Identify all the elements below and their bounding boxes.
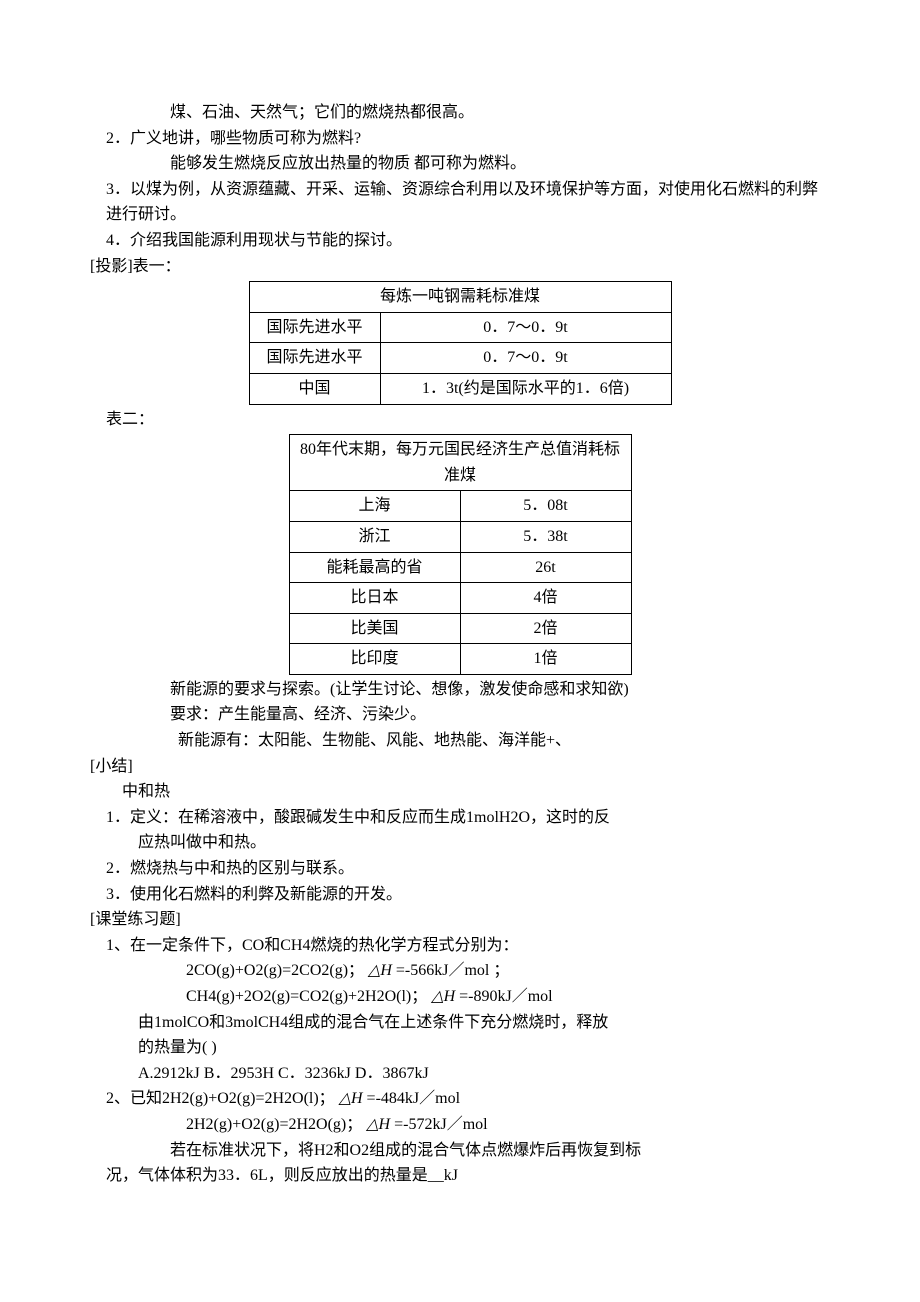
intro-q2: 2．广义地讲，哪些物质可称为燃料? [106,126,830,152]
summary-title: 中和热 [122,779,830,805]
table2-r3c0: 比日本 [289,583,460,614]
intro-line1: 煤、石油、天然气；它们的燃烧热都很高。 [170,100,830,126]
table2-r1c0: 浙江 [289,521,460,552]
intro-q3: 3．以煤为例，从资源蕴藏、开采、运输、资源综合利用以及环境保护等方面，对使用化石… [106,177,830,228]
ex2-body2: 况，气体体积为33．6L，则反应放出的热量是__kJ [106,1163,830,1189]
table2-r0c1: 5．08t [460,491,631,522]
table-energy: 80年代末期，每万元国民经济生产总值消耗标准煤 上海5．08t 浙江5．38t … [289,434,632,675]
table2-r2c1: 26t [460,552,631,583]
ex1-eq2-right: =-890kJ／mol [459,988,552,1005]
ex2-eq2: 2H2(g)+O2(g)=2H2O(g)； △H =-572kJ／mol [186,1112,830,1138]
ex2-body1: 若在标准状况下，将H2和O2组成的混合气体点燃爆炸后再恢复到标 [170,1138,830,1164]
table1-r2c0: 中国 [249,373,380,404]
table2-r0c0: 上海 [289,491,460,522]
label-table1: [投影]表一： [90,254,830,280]
intro-a2: 能够发生燃烧反应放出热量的物质 都可称为燃料。 [170,151,830,177]
ex1-body2: 的热量为( ) [138,1035,830,1061]
ex1-eq1-left: 2CO(g)+O2(g)=2CO2(g)； [186,962,364,979]
table1-header: 每炼一吨钢需耗标准煤 [249,282,671,313]
label-table2: 表二： [106,407,830,433]
table2-r4c0: 比美国 [289,613,460,644]
table2-header: 80年代末期，每万元国民经济生产总值消耗标准煤 [289,435,631,491]
ex2-eq2-left: 2H2(g)+O2(g)=2H2O(g)； [186,1116,362,1133]
ex2-stem: 2、已知2H2(g)+O2(g)=2H2O(l)； △H =-484kJ／mol [106,1086,830,1112]
new-energy-1: 新能源的要求与探索。(让学生讨论、想像，激发使命感和求知欲) [170,677,830,703]
table2-r2c0: 能耗最高的省 [289,552,460,583]
ex2-stem-dh: △H [339,1090,363,1107]
ex2-stem-left: 2、已知2H2(g)+O2(g)=2H2O(l)； [106,1090,335,1107]
summary-label: [小结] [90,754,830,780]
ex2-eq2-right: =-572kJ／mol [394,1116,487,1133]
ex1-eq1-right: =-566kJ／mol ； [396,962,509,979]
ex1-eq2-dh: △H [431,988,455,1005]
table1-r2c1: 1．3t(约是国际水平的1．6倍) [380,373,671,404]
table2-r3c1: 4倍 [460,583,631,614]
table1-r1c1: 0．7～0．9t [380,343,671,374]
intro-q4: 4．介绍我国能源利用现状与节能的探讨。 [106,228,830,254]
ex1-eq1: 2CO(g)+O2(g)=2CO2(g)； △H =-566kJ／mol ； [186,958,830,984]
ex1-body1: 由1molCO和3molCH4组成的混合气在上述条件下充分燃烧时，释放 [138,1010,830,1036]
table1-r0c1: 0．7～0．9t [380,312,671,343]
table1-r1c0: 国际先进水平 [249,343,380,374]
table-steel: 每炼一吨钢需耗标准煤 国际先进水平 0．7～0．9t 国际先进水平 0．7～0．… [249,281,672,404]
table2-r5c0: 比印度 [289,644,460,675]
new-energy-3: 新能源有：太阳能、生物能、风能、地热能、海洋能+、 [178,728,830,754]
table2-r5c1: 1倍 [460,644,631,675]
table2-r1c1: 5．38t [460,521,631,552]
summary-item1a: 1．定义：在稀溶液中，酸跟碱发生中和反应而生成1molH2O，这时的反 [106,805,830,831]
summary-item2: 2．燃烧热与中和热的区别与联系。 [106,856,830,882]
ex2-eq2-dh: △H [366,1116,390,1133]
ex2-stem-right: =-484kJ／mol [367,1090,460,1107]
ex1-eq2-left: CH4(g)+2O2(g)=CO2(g)+2H2O(l)； [186,988,427,1005]
summary-item3: 3．使用化石燃料的利弊及新能源的开发。 [106,882,830,908]
ex1-options: A.2912kJ B．2953H C．3236kJ D．3867kJ [138,1061,830,1087]
ex1-eq2: CH4(g)+2O2(g)=CO2(g)+2H2O(l)； △H =-890kJ… [186,984,830,1010]
table2-r4c1: 2倍 [460,613,631,644]
table1-r0c0: 国际先进水平 [249,312,380,343]
ex1-eq1-dh: △H [368,962,392,979]
summary-item1b: 应热叫做中和热。 [138,830,830,856]
exercise-label: [课堂练习题] [90,907,830,933]
ex1-stem: 1、在一定条件下，CO和CH4燃烧的热化学方程式分别为： [106,933,830,959]
new-energy-2: 要求：产生能量高、经济、污染少。 [170,702,830,728]
